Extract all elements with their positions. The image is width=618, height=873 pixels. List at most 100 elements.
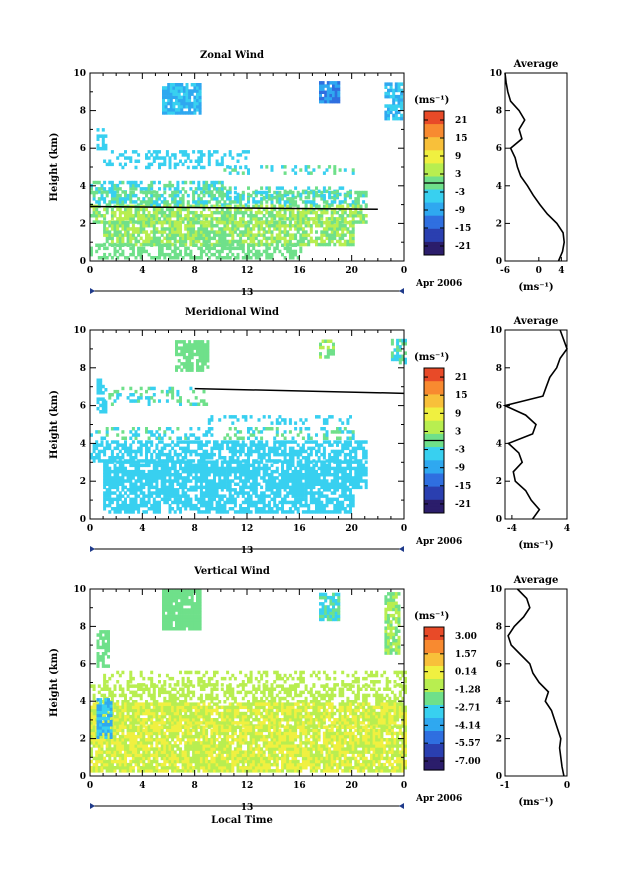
heatmap-cell	[171, 482, 175, 486]
heatmap-cell	[397, 94, 401, 99]
heatmap-cell	[220, 460, 224, 464]
x-tick-label: 4	[139, 266, 145, 276]
heatmap-cell	[189, 452, 193, 457]
heatmap-cell	[189, 460, 193, 464]
heatmap-cell	[362, 466, 366, 471]
heatmap-cell	[326, 87, 330, 91]
heatmap-cell	[325, 227, 329, 231]
heatmap-cell	[180, 83, 184, 87]
heatmap-cell	[150, 239, 154, 244]
heatmap-cell	[291, 488, 295, 492]
heatmap-cell	[330, 430, 334, 434]
heatmap-cell	[387, 620, 390, 624]
heatmap-cell	[332, 611, 335, 615]
heatmap-cell	[124, 473, 127, 477]
heatmap-cell	[299, 469, 303, 474]
heatmap-cell	[199, 224, 203, 228]
heatmap-cell	[129, 217, 133, 221]
heatmap-cell	[215, 217, 219, 221]
heatmap-cell	[202, 165, 206, 170]
heatmap-cell	[193, 101, 197, 106]
heatmap-cell	[288, 456, 292, 460]
heatmap-cell	[184, 497, 188, 502]
heatmap-cell	[354, 200, 358, 204]
heatmap-cell	[181, 449, 185, 454]
heatmap-cell	[296, 491, 300, 495]
heatmap-cell	[205, 466, 209, 471]
heatmap-cell	[252, 227, 256, 231]
colorbar-swatch	[424, 496, 444, 501]
heatmap-cell	[249, 236, 253, 241]
heatmap-cell	[252, 433, 256, 437]
heatmap-cell	[387, 116, 390, 121]
heatmap-cell	[182, 617, 186, 622]
heatmap-cell	[197, 187, 201, 191]
heatmap-cell	[184, 494, 188, 498]
heatmap-cell	[220, 503, 224, 508]
heatmap-cell	[100, 187, 104, 191]
heatmap-cell	[257, 497, 261, 502]
heatmap-cell	[158, 197, 161, 201]
heatmap-cell	[108, 460, 112, 464]
heatmap-cell	[186, 214, 190, 218]
heatmap-cell	[131, 393, 135, 397]
heatmap-cell	[286, 239, 290, 244]
heatmap-cell	[169, 83, 173, 87]
heatmap-cell	[189, 433, 193, 437]
colorbar-swatch	[424, 473, 444, 478]
heatmap-cell	[152, 393, 156, 397]
heatmap-cell	[179, 466, 182, 471]
heatmap-cell	[356, 204, 360, 209]
heatmap-cell	[167, 623, 171, 628]
heatmap-cell	[116, 156, 120, 160]
heatmap-cell	[330, 459, 334, 463]
heatmap-cell	[184, 466, 188, 471]
heatmap-cell	[220, 446, 224, 451]
heatmap-cell	[121, 473, 125, 477]
heatmap-cell	[185, 602, 189, 606]
colorbar-tick-label: -15	[455, 224, 471, 234]
heatmap-cell	[254, 256, 258, 260]
heatmap-cell	[273, 195, 277, 200]
heatmap-cell	[169, 599, 173, 603]
heatmap-cell	[291, 193, 295, 198]
heatmap-cell	[150, 224, 154, 228]
heatmap-cell	[121, 252, 125, 257]
heatmap-cell	[164, 86, 168, 90]
heatmap-cell	[197, 159, 201, 163]
average-y-tick-label: 0	[496, 515, 502, 525]
heatmap-cell	[198, 349, 202, 353]
heatmap-cell	[294, 214, 298, 218]
heatmap-cell	[389, 110, 393, 115]
heatmap-cell	[168, 452, 172, 457]
heatmap-cell	[228, 446, 232, 451]
heatmap-cell	[118, 463, 122, 468]
heatmap-cell	[189, 497, 193, 502]
heatmap-cell	[236, 466, 240, 471]
heatmap-cell	[299, 497, 303, 502]
heatmap-cell	[129, 207, 133, 212]
heatmap-cell	[152, 180, 156, 185]
heatmap-cell	[103, 187, 107, 191]
heatmap-cell	[155, 488, 159, 492]
heatmap-cell	[265, 246, 269, 251]
heatmap-cell	[121, 485, 125, 490]
heatmap-cell	[139, 463, 143, 468]
heatmap-cell	[309, 207, 313, 212]
heatmap-cell	[197, 446, 201, 451]
heatmap-cell	[175, 620, 178, 625]
heatmap-cell	[197, 246, 201, 251]
heatmap-cell	[351, 224, 355, 228]
heatmap-cell	[223, 482, 227, 486]
heatmap-cell	[116, 469, 120, 474]
heatmap-cell	[223, 256, 227, 260]
heatmap-cell	[134, 210, 138, 215]
heatmap-cell	[116, 443, 120, 447]
heatmap-cell	[186, 399, 190, 403]
heatmap-cell	[270, 421, 274, 425]
heatmap-cell	[160, 466, 164, 471]
heatmap-cell	[129, 456, 133, 460]
heatmap-cell	[110, 180, 114, 185]
heatmap-cell	[356, 485, 360, 490]
heatmap-cell	[257, 243, 261, 247]
